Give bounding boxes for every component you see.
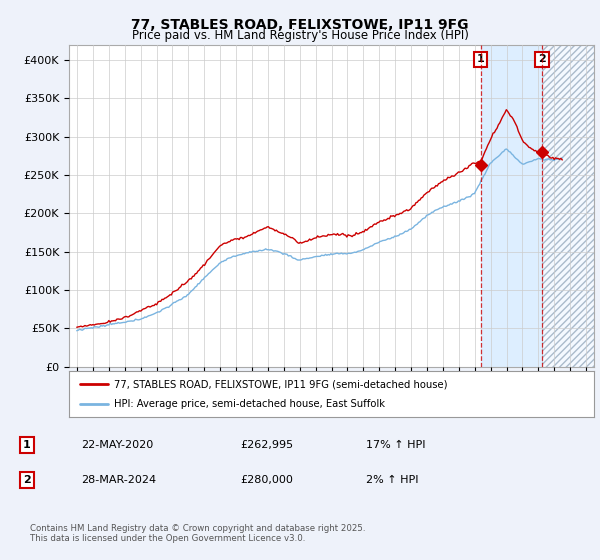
Text: 77, STABLES ROAD, FELIXSTOWE, IP11 9FG (semi-detached house): 77, STABLES ROAD, FELIXSTOWE, IP11 9FG (…: [113, 379, 447, 389]
Text: Contains HM Land Registry data © Crown copyright and database right 2025.
This d: Contains HM Land Registry data © Crown c…: [30, 524, 365, 543]
Text: 77, STABLES ROAD, FELIXSTOWE, IP11 9FG: 77, STABLES ROAD, FELIXSTOWE, IP11 9FG: [131, 18, 469, 32]
Text: HPI: Average price, semi-detached house, East Suffolk: HPI: Average price, semi-detached house,…: [113, 399, 385, 409]
Text: 22-MAY-2020: 22-MAY-2020: [81, 440, 153, 450]
Text: 1: 1: [23, 440, 31, 450]
Text: 1: 1: [477, 54, 485, 64]
Bar: [481, 45, 542, 367]
Text: 2% ↑ HPI: 2% ↑ HPI: [366, 475, 419, 485]
Text: 28-MAR-2024: 28-MAR-2024: [81, 475, 156, 485]
Text: 2: 2: [538, 54, 546, 64]
Bar: [542, 45, 594, 367]
Bar: [542, 45, 594, 367]
Text: 17% ↑ HPI: 17% ↑ HPI: [366, 440, 425, 450]
Text: 2: 2: [23, 475, 31, 485]
Bar: [542, 45, 594, 367]
Text: Price paid vs. HM Land Registry's House Price Index (HPI): Price paid vs. HM Land Registry's House …: [131, 29, 469, 42]
Text: £262,995: £262,995: [240, 440, 293, 450]
Text: £280,000: £280,000: [240, 475, 293, 485]
